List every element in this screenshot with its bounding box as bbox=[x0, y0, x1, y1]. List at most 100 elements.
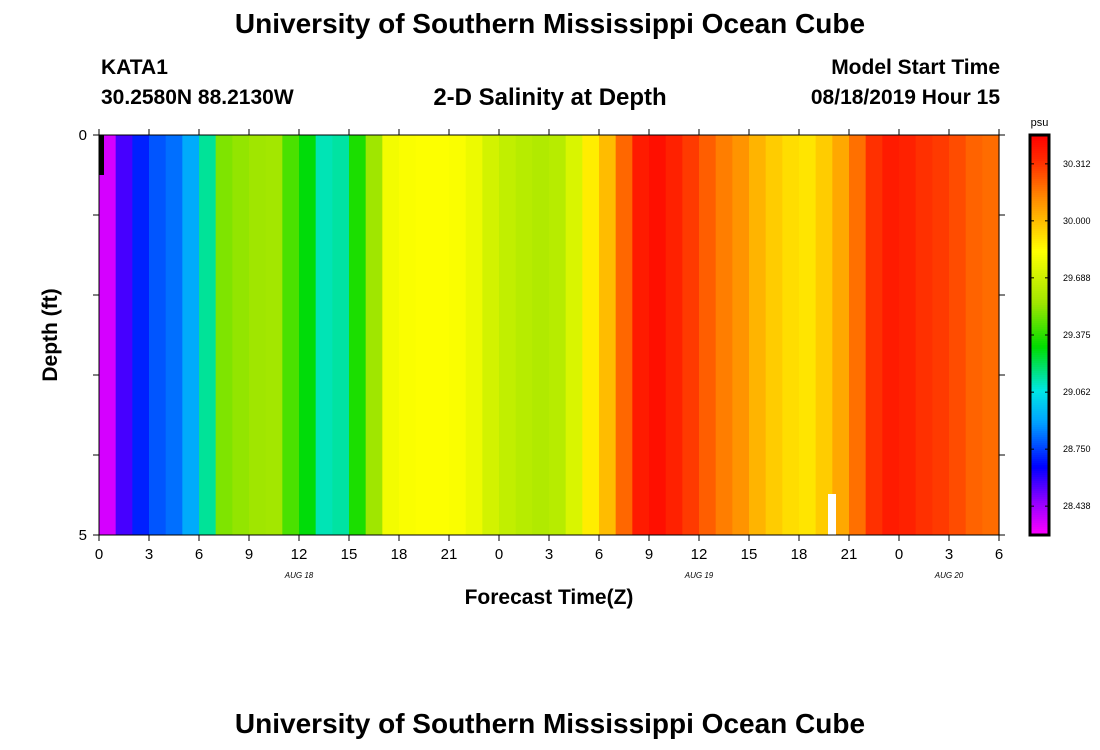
colorbar-swatch bbox=[1030, 233, 1049, 236]
colorbar-swatch bbox=[1030, 359, 1049, 362]
heatmap-cell bbox=[599, 135, 617, 535]
colorbar-swatch bbox=[1030, 449, 1049, 452]
colorbar-swatch bbox=[1030, 389, 1049, 392]
colorbar-swatch bbox=[1030, 193, 1049, 196]
colorbar-swatch bbox=[1030, 381, 1049, 384]
heatmap-cell bbox=[265, 135, 283, 535]
colorbar-swatch bbox=[1030, 297, 1049, 300]
heatmap-cells bbox=[99, 135, 1000, 535]
colorbar-swatch bbox=[1030, 251, 1049, 254]
colorbar-swatch bbox=[1030, 433, 1049, 436]
heatmap-cell bbox=[649, 135, 667, 535]
colorbar-swatch bbox=[1030, 165, 1049, 168]
colorbar-swatch bbox=[1030, 349, 1049, 352]
colorbar-swatch bbox=[1030, 333, 1049, 336]
x-tick-label: 0 bbox=[495, 546, 503, 563]
colorbar-swatch bbox=[1030, 445, 1049, 448]
model-start-label: Model Start Time bbox=[831, 56, 1000, 79]
colorbar-swatch bbox=[1030, 169, 1049, 172]
colorbar-swatch bbox=[1030, 419, 1049, 422]
colorbar-swatch bbox=[1030, 495, 1049, 498]
colorbar-swatch bbox=[1030, 491, 1049, 494]
colorbar-swatch bbox=[1030, 489, 1049, 492]
heatmap-cell bbox=[382, 135, 400, 535]
colorbar-swatch bbox=[1030, 327, 1049, 330]
colorbar-swatch bbox=[1030, 137, 1049, 140]
colorbar-swatch bbox=[1030, 243, 1049, 246]
heatmap-cell bbox=[815, 135, 833, 535]
x-tick-label: 3 bbox=[545, 546, 553, 563]
colorbar-tick-label: 30.000 bbox=[1063, 216, 1091, 226]
colorbar-swatch bbox=[1030, 147, 1049, 150]
heatmap-cell bbox=[232, 135, 250, 535]
colorbar-swatch bbox=[1030, 451, 1049, 454]
colorbar-swatch bbox=[1030, 255, 1049, 258]
heatmap-cell bbox=[699, 135, 717, 535]
heatmap-cell bbox=[199, 135, 217, 535]
heatmap-cell bbox=[532, 135, 550, 535]
heatmap-cell bbox=[915, 135, 933, 535]
x-tick-label: 6 bbox=[195, 546, 203, 563]
colorbar-swatch bbox=[1030, 291, 1049, 294]
colorbar-swatch bbox=[1030, 177, 1049, 180]
colorbar-swatch bbox=[1030, 239, 1049, 242]
colorbar-swatch bbox=[1030, 439, 1049, 442]
heatmap-cell bbox=[749, 135, 767, 535]
heatmap-cell bbox=[582, 135, 600, 535]
colorbar-swatch bbox=[1030, 477, 1049, 480]
colorbar-swatch bbox=[1030, 275, 1049, 278]
x-tick-label: 0 bbox=[95, 546, 103, 563]
colorbar-swatch bbox=[1030, 455, 1049, 458]
colorbar-swatch bbox=[1030, 511, 1049, 514]
heatmap-cell bbox=[615, 135, 633, 535]
colorbar-swatch bbox=[1030, 463, 1049, 466]
colorbar-swatch bbox=[1030, 503, 1049, 506]
x-tick-label: 21 bbox=[841, 546, 858, 563]
colorbar-swatch bbox=[1030, 523, 1049, 526]
missing-data-mark-end bbox=[828, 494, 836, 535]
colorbar-swatch bbox=[1030, 183, 1049, 186]
heatmap-cell bbox=[149, 135, 167, 535]
colorbar-swatch bbox=[1030, 305, 1049, 308]
colorbar-swatch bbox=[1030, 427, 1049, 430]
colorbar-swatch bbox=[1030, 467, 1049, 470]
colorbar-swatch bbox=[1030, 245, 1049, 248]
colorbar-swatch bbox=[1030, 205, 1049, 208]
footer-title: University of Southern Mississippi Ocean… bbox=[234, 708, 866, 739]
colorbar-swatch bbox=[1030, 335, 1049, 338]
heatmap-cell bbox=[715, 135, 733, 535]
colorbar-swatch bbox=[1030, 323, 1049, 326]
colorbar-swatch bbox=[1030, 197, 1049, 200]
colorbar-swatch bbox=[1030, 155, 1049, 158]
heatmap-cell bbox=[282, 135, 300, 535]
colorbar-swatch bbox=[1030, 353, 1049, 356]
colorbar-swatch bbox=[1030, 431, 1049, 434]
colorbar-swatch bbox=[1030, 281, 1049, 284]
heatmap-cell bbox=[399, 135, 417, 535]
colorbar-swatch bbox=[1030, 303, 1049, 306]
heatmap-cell bbox=[465, 135, 483, 535]
heatmap-cell bbox=[565, 135, 583, 535]
colorbar-swatch bbox=[1030, 249, 1049, 252]
y-tick-label: 0 bbox=[79, 127, 87, 144]
colorbar-swatch bbox=[1030, 377, 1049, 380]
colorbar-swatch bbox=[1030, 219, 1049, 222]
colorbar-swatch bbox=[1030, 529, 1049, 532]
colorbar-swatch bbox=[1030, 441, 1049, 444]
heatmap-cell bbox=[849, 135, 867, 535]
colorbar-swatch bbox=[1030, 517, 1049, 520]
colorbar-swatch bbox=[1030, 485, 1049, 488]
colorbar-swatch bbox=[1030, 423, 1049, 426]
colorbar-swatch bbox=[1030, 207, 1049, 210]
colorbar-swatch bbox=[1030, 509, 1049, 512]
colorbar-swatch bbox=[1030, 401, 1049, 404]
x-tick-label: 18 bbox=[791, 546, 808, 563]
heatmap-cell bbox=[682, 135, 700, 535]
colorbar-swatch bbox=[1030, 149, 1049, 152]
x-tick-label: 12 bbox=[691, 546, 708, 563]
colorbar-tick-label: 29.375 bbox=[1063, 330, 1091, 340]
colorbar-swatch bbox=[1030, 475, 1049, 478]
heatmap-cell bbox=[882, 135, 900, 535]
colorbar-swatch bbox=[1030, 261, 1049, 264]
colorbar-swatch bbox=[1030, 425, 1049, 428]
